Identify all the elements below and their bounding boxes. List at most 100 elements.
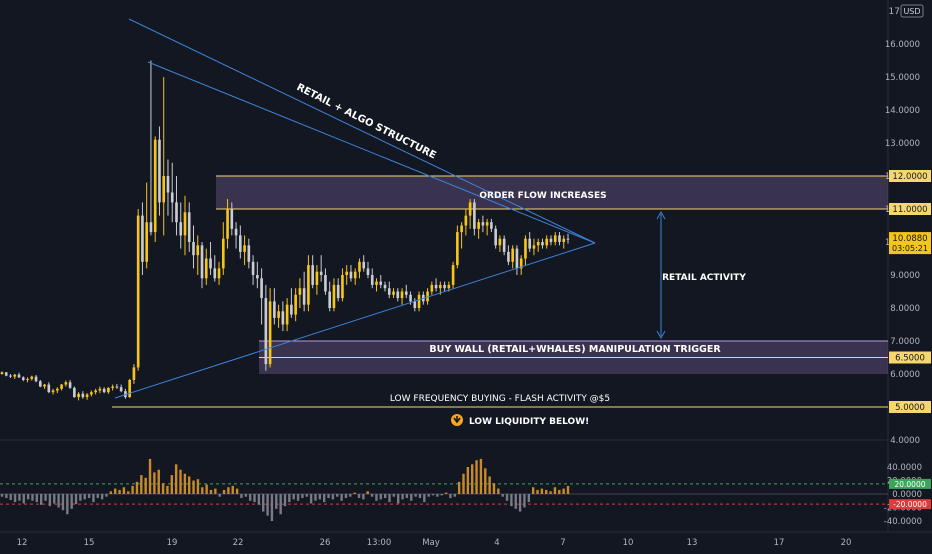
- candle-body: [64, 382, 68, 385]
- candle-body: [392, 291, 395, 295]
- osc-bar: [401, 494, 404, 500]
- candle-body: [187, 212, 191, 242]
- candle-body: [166, 176, 170, 193]
- osc-bar: [275, 494, 278, 509]
- candle-body: [13, 374, 17, 377]
- candle-body: [158, 139, 161, 203]
- level-tag-bg: [889, 203, 931, 215]
- arrow-down-head-icon: [656, 330, 666, 340]
- candle-body: [115, 386, 119, 388]
- osc-bar: [196, 479, 200, 494]
- candle-body: [477, 222, 480, 229]
- osc-bar: [9, 494, 12, 501]
- candle-body: [81, 393, 85, 398]
- osc-bar: [514, 494, 517, 509]
- osc-bar: [510, 494, 513, 507]
- osc-bar: [536, 489, 539, 494]
- currency-badge[interactable]: 17 USD: [889, 4, 924, 18]
- top-price-label: 17: [889, 7, 900, 17]
- currency-label: USD: [903, 7, 920, 16]
- candle-body: [213, 268, 217, 279]
- osc-bar: [340, 494, 343, 501]
- candle-body: [404, 291, 408, 295]
- osc-bar: [231, 485, 234, 494]
- osc-bar: [70, 494, 73, 509]
- level-tags: 12.0000 11.0000 6.5000 5.0000: [889, 170, 931, 413]
- osc-bar: [453, 494, 456, 497]
- candle-body: [553, 235, 557, 242]
- candle-body: [387, 288, 391, 295]
- candle-body: [353, 271, 357, 279]
- time-tick-label: 26: [320, 538, 331, 548]
- osc-bar: [105, 494, 108, 497]
- candle-body: [379, 281, 383, 285]
- osc-tick-label: 0.0000: [892, 490, 922, 500]
- osc-bar: [13, 494, 17, 503]
- candle-body: [149, 222, 153, 233]
- osc-bar: [318, 494, 322, 500]
- candle-body: [102, 388, 106, 393]
- candle-body: [60, 384, 63, 389]
- candle-body: [141, 215, 144, 262]
- candle-body: [345, 271, 349, 275]
- osc-bar: [201, 487, 204, 494]
- level-tag-label: 5.0000: [895, 403, 925, 413]
- time-tick-label: 12: [17, 538, 28, 548]
- osc-bar: [309, 494, 313, 504]
- candle-body: [51, 390, 55, 393]
- osc-bar: [53, 494, 56, 504]
- price-tick-label: 8.0000: [890, 304, 920, 314]
- osc-bar: [135, 481, 139, 494]
- osc-bar: [427, 494, 430, 497]
- candle-body: [370, 275, 374, 285]
- osc-bar: [218, 494, 221, 497]
- candle-body: [328, 291, 332, 308]
- osc-bar: [383, 494, 387, 499]
- candle-body: [362, 261, 366, 269]
- candle-body: [38, 381, 42, 387]
- osc-bar: [157, 469, 160, 494]
- candle-body: [298, 288, 302, 295]
- price-tick-label: 9.0000: [890, 271, 920, 281]
- candle-body: [536, 242, 540, 246]
- candle-body: [230, 209, 234, 229]
- osc-bar: [131, 485, 134, 494]
- osc-bar: [405, 494, 409, 499]
- candle-body: [281, 311, 285, 325]
- osc-bar: [122, 487, 126, 494]
- arrow-down-circle-icon: [451, 414, 463, 426]
- candle-body: [417, 294, 421, 308]
- osc-bar: [270, 494, 274, 521]
- candle-body: [358, 261, 361, 272]
- candle-body: [268, 301, 272, 365]
- price-tick-label: 15.0000: [885, 73, 920, 83]
- osc-upper-tag-bg: [889, 478, 931, 489]
- osc-bar: [240, 494, 243, 499]
- osc-bar: [558, 489, 561, 494]
- oscillator-bands: [0, 483, 888, 505]
- candle-body: [490, 222, 493, 229]
- time-tick-label: 17: [774, 538, 785, 548]
- osc-bar: [79, 494, 82, 501]
- osc-bar: [283, 494, 287, 507]
- osc-bar: [96, 494, 99, 499]
- candle-body: [434, 284, 438, 289]
- osc-bar: [87, 494, 91, 499]
- osc-bar: [214, 488, 217, 494]
- time-tick-label: 7: [560, 538, 565, 548]
- candle-body: [549, 238, 553, 242]
- osc-bar: [545, 489, 548, 494]
- candle-body: [366, 268, 370, 275]
- candle-body: [43, 384, 46, 387]
- osc-bar: [279, 494, 282, 515]
- candle-body: [473, 202, 476, 229]
- osc-bar: [475, 460, 478, 494]
- candle-body: [107, 387, 110, 393]
- candle-body: [175, 202, 178, 223]
- osc-bar: [292, 494, 295, 500]
- osc-bar: [549, 491, 552, 494]
- osc-bar: [397, 494, 400, 504]
